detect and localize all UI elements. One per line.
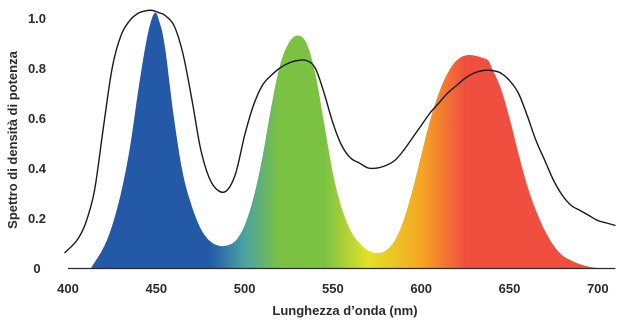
y-tick-label: 0.8	[28, 61, 46, 76]
x-tick-labels: 400 450 500 550 600 650 700	[57, 281, 609, 296]
x-tick-label: 450	[145, 281, 167, 296]
y-tick-label: 0.6	[28, 111, 46, 126]
x-tick-label: 650	[499, 281, 521, 296]
filled-spectrum-layer	[91, 12, 607, 269]
y-tick-label: 0.2	[28, 211, 46, 226]
x-tick-label: 600	[410, 281, 432, 296]
x-tick-label: 700	[587, 281, 609, 296]
y-tick-label: 1.0	[28, 11, 46, 26]
outline-spectrum-line	[63, 9, 616, 254]
y-axis-title: Spettro di densità di potenza	[5, 50, 20, 228]
y-tick-labels: 0 0.2 0.4 0.6 0.8 1.0	[28, 11, 47, 276]
y-tick-label: 0	[33, 261, 40, 276]
outline-spectrum-layer	[63, 9, 616, 254]
x-axis-title: Lunghezza d’onda (nm)	[272, 303, 417, 318]
x-tick-label: 400	[57, 281, 79, 296]
x-tick-label: 500	[234, 281, 256, 296]
x-tick-label: 550	[322, 281, 344, 296]
y-tick-label: 0.4	[28, 161, 47, 176]
filled-spectrum-area	[91, 12, 607, 269]
